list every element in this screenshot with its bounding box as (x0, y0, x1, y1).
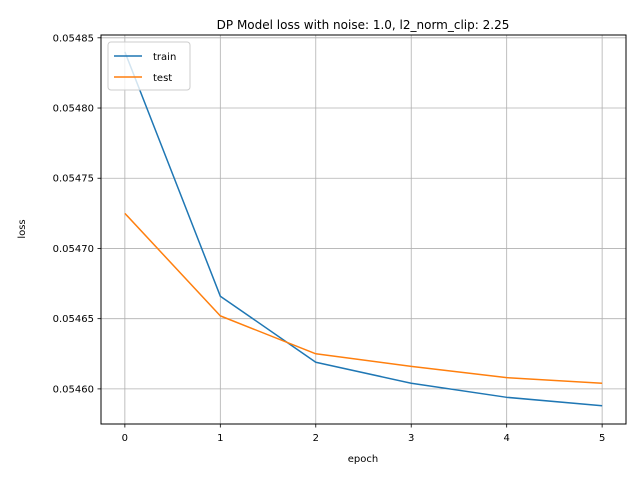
y-tick-label: 0.05460 (53, 384, 94, 395)
y-tick-label: 0.05465 (53, 314, 94, 325)
y-tick-label: 0.05480 (53, 104, 94, 115)
x-axis-ticks: 0 1 2 3 4 5 (122, 424, 605, 444)
grid-lines (101, 35, 626, 424)
y-tick-label: 0.05485 (53, 33, 94, 44)
chart-title: DP Model loss with noise: 1.0, l2_norm_c… (217, 18, 510, 32)
legend-box (107, 41, 191, 91)
x-tick-label: 0 (122, 433, 128, 444)
x-tick-label: 1 (217, 433, 223, 444)
legend-label-test: test (153, 73, 172, 84)
x-axis-label: epoch (348, 454, 378, 465)
series-line-test (124, 212, 603, 385)
x-tick-label: 3 (408, 433, 414, 444)
y-tick-label: 0.05470 (53, 244, 94, 255)
x-tick-label: 4 (503, 433, 509, 444)
y-axis-ticks: 0.05460 0.05465 0.05470 0.05475 0.05480 0.054… (53, 33, 101, 395)
axes-frame (100, 34, 627, 425)
x-tick-label: 5 (599, 433, 605, 444)
y-axis-label: loss (17, 219, 28, 238)
x-tick-label: 2 (313, 433, 319, 444)
series-line-train (124, 51, 603, 407)
y-tick-label: 0.05475 (53, 174, 94, 185)
legend-label-train: train (153, 52, 176, 63)
legend: train test (107, 41, 191, 91)
